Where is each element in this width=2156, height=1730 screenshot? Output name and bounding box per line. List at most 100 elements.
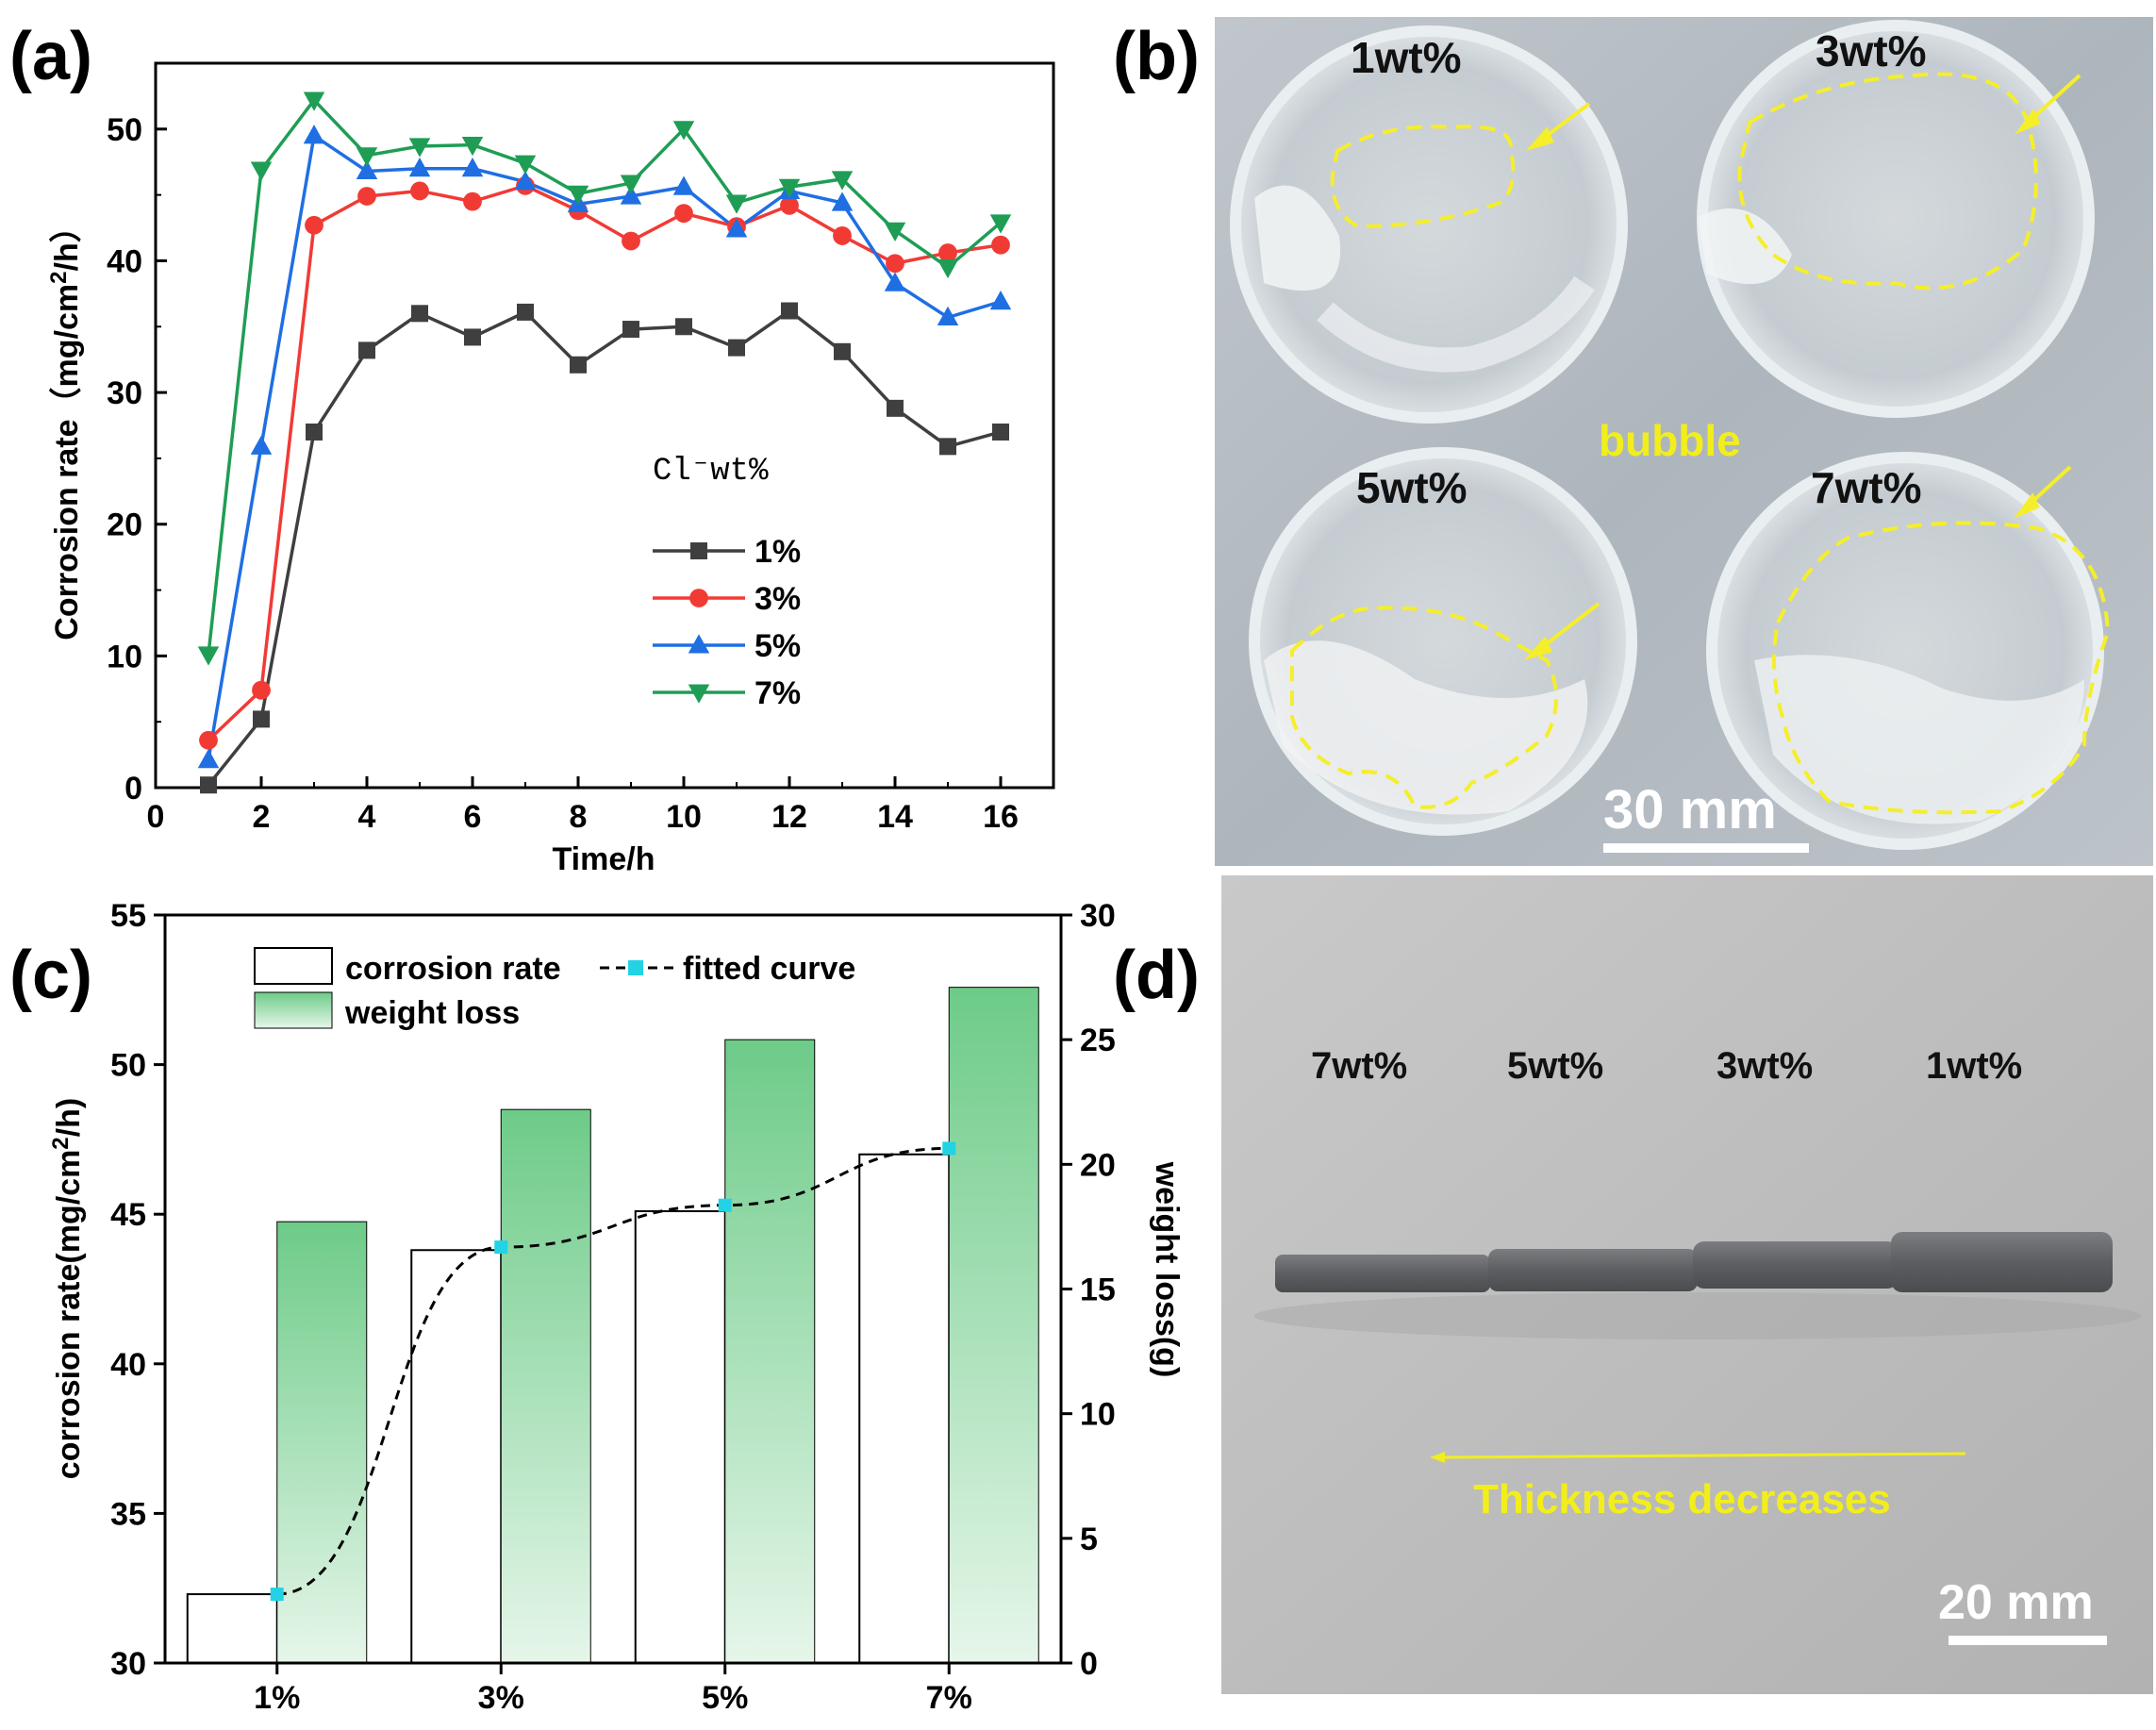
bar-weight-7%: [948, 987, 1039, 1664]
legend-marker-7%: [688, 684, 710, 704]
bar-corrosion-3%: [410, 1249, 503, 1665]
point-5%: [989, 291, 1012, 310]
y-left-tick-label-c: 55: [110, 898, 146, 934]
point-1%: [306, 423, 323, 441]
point-7%: [884, 222, 906, 242]
annotation-arrows-b: [1523, 74, 2081, 660]
x-tick-label-c: 3%: [478, 1680, 524, 1716]
dish-5wt: [1249, 447, 1637, 836]
x-tick-label-a: 12: [771, 799, 807, 835]
disk-label-3wt: 3wt%: [1717, 1045, 1813, 1087]
point-3%: [305, 215, 323, 235]
point-7%: [250, 161, 273, 181]
dish-label-3wt: 3wt%: [1816, 26, 1927, 75]
x-tick-label-a: 0: [147, 799, 165, 835]
series-line-5%: [207, 132, 1002, 760]
point-5%: [725, 218, 748, 238]
fit-point-1%: [270, 1588, 284, 1602]
x-tick-label-a: 10: [666, 799, 702, 835]
scale-bar-d: [1949, 1636, 2107, 1645]
y-right-tick-label-c: 30: [1080, 898, 1116, 934]
legend-label-5%: 5%: [755, 628, 801, 664]
y-left-tick-label-c: 50: [110, 1048, 146, 1084]
legend-swatch-corrosion: [254, 947, 333, 985]
legend-label-7%: 7%: [755, 675, 801, 711]
axis-ticks-c: 30 35 40 45 50 55 0 5 10 15 20 25 30 1% 3% 5% 7%: [110, 898, 1116, 1716]
y-tick-label-a: 30: [107, 375, 142, 411]
point-1%: [728, 339, 745, 357]
point-7%: [408, 138, 431, 158]
x-tick-label-a: 2: [253, 799, 271, 835]
point-3%: [463, 191, 482, 211]
disk-label-7wt: 7wt%: [1311, 1045, 1407, 1087]
panel-label-c: (c): [9, 938, 92, 1013]
point-5%: [672, 175, 695, 195]
point-7%: [303, 91, 325, 111]
bar-weight-3%: [500, 1108, 591, 1664]
photo-b: 1wt% 3wt% 5wt% 7wt% bubble 30 mm: [1215, 17, 2153, 866]
legend-swatch-fit-marker: [628, 960, 643, 975]
bar-weight-1%: [276, 1221, 368, 1664]
x-tick-label-c: 1%: [254, 1680, 300, 1716]
point-5%: [620, 185, 642, 205]
bar-corrosion-7%: [858, 1153, 951, 1664]
point-5%: [884, 272, 906, 291]
scale-label-b: 30 mm: [1603, 779, 1777, 840]
point-1%: [887, 399, 904, 417]
point-7%: [672, 121, 695, 141]
point-7%: [461, 137, 484, 157]
x-tick-label-a: 4: [358, 799, 376, 835]
scale-bar-b: [1603, 843, 1809, 853]
disk-shadow: [1254, 1292, 2141, 1339]
dish-label-7wt: 7wt%: [1811, 463, 1922, 512]
point-7%: [831, 171, 854, 191]
y-axis-label-right-c: weight loss(g): [1149, 1161, 1185, 1378]
x-tick-label-a: 6: [464, 799, 482, 835]
y-right-tick-label-c: 20: [1080, 1147, 1116, 1183]
point-7%: [356, 147, 378, 167]
legend-marker-5%: [688, 634, 710, 654]
legend-marker-1%: [690, 542, 707, 559]
thickness-caption: Thickness decreases: [1473, 1476, 1891, 1522]
legend-c: corrosion rate fitted curve weight loss: [254, 947, 855, 1031]
point-7%: [725, 194, 748, 214]
point-5%: [197, 748, 220, 769]
legend-label-3%: 3%: [755, 581, 801, 617]
photo-d: (d) 7wt% 5wt% 3wt% 1wt% Thickness decrea…: [1113, 875, 2153, 1694]
point-3%: [410, 181, 429, 201]
axis-ticks-a: 0 2 4 6 8 10 12 14 16 0 10 20 30 40 50: [107, 112, 1019, 835]
point-7%: [567, 185, 589, 205]
point-1%: [200, 776, 217, 794]
scale-label-d: 20 mm: [1938, 1575, 2094, 1630]
y-tick-label-a: 10: [107, 639, 142, 674]
point-1%: [517, 303, 534, 321]
point-5%: [461, 158, 484, 177]
point-1%: [570, 356, 587, 374]
legend-title-a: Cl⁻wt%: [653, 454, 769, 490]
point-1%: [358, 341, 375, 359]
disk-1wt: [1891, 1232, 2113, 1292]
fit-point-7%: [942, 1141, 956, 1156]
fit-point-5%: [718, 1198, 732, 1212]
point-3%: [674, 204, 693, 224]
legend-label-weight: weight loss: [344, 995, 520, 1031]
bubble-label: bubble: [1599, 416, 1741, 465]
point-5%: [514, 170, 537, 191]
y-right-tick-label-c: 0: [1080, 1646, 1098, 1682]
x-tick-label-a: 16: [983, 799, 1019, 835]
point-7%: [778, 178, 801, 198]
point-3%: [252, 680, 271, 700]
panel-label-a: (a): [9, 19, 92, 94]
disk-label-5wt: 5wt%: [1507, 1045, 1603, 1087]
y-left-tick-label-c: 45: [110, 1197, 146, 1233]
point-5%: [303, 125, 325, 144]
panel-label-b: (b): [1113, 19, 1200, 94]
dish-3wt: [1697, 20, 2095, 418]
point-5%: [831, 191, 854, 211]
point-3%: [991, 235, 1010, 255]
point-1%: [834, 342, 851, 360]
legend-swatch-weight: [254, 991, 333, 1029]
legend-label-1%: 1%: [755, 534, 801, 570]
y-right-tick-label-c: 15: [1080, 1273, 1116, 1308]
